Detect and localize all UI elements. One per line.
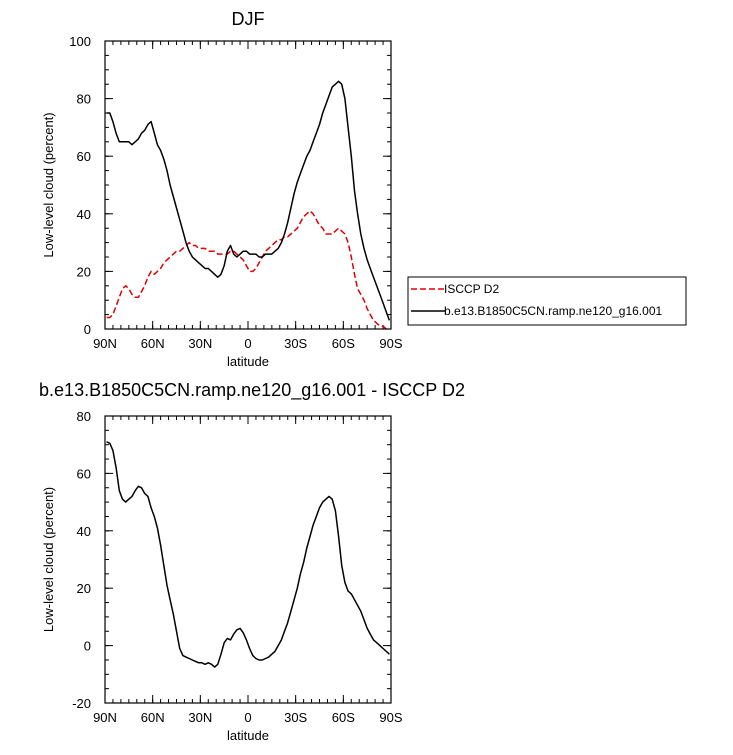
chart-title: DJF bbox=[232, 9, 265, 29]
x-tick-label: 60N bbox=[141, 336, 165, 351]
y-axis-label: Low-level cloud (percent) bbox=[41, 487, 56, 632]
x-tick-label: 90N bbox=[93, 710, 117, 725]
legend-label-2: b.e13.B1850C5CN.ramp.ne120_g16.001 bbox=[444, 304, 662, 318]
plot-frame bbox=[104, 40, 392, 330]
x-tick-label: 30S bbox=[284, 710, 307, 725]
chart-title: b.e13.B1850C5CN.ramp.ne120_g16.001 - ISC… bbox=[39, 380, 465, 401]
y-tick-label: 40 bbox=[77, 524, 91, 539]
x-tick-label: 30N bbox=[188, 710, 212, 725]
chart-panel-1: DJF 90N 60N 30N 0 30S 60S 90S 0 20 40 60 80 100 latitu… bbox=[41, 9, 687, 369]
legend: ISCCP D2 b.e13.B1850C5CN.ramp.ne120_g16.0… bbox=[407, 276, 687, 326]
legend-box bbox=[407, 276, 687, 326]
y-tick-label: 40 bbox=[77, 207, 91, 222]
y-tick-label: 60 bbox=[77, 149, 91, 164]
x-axis-label: latitude bbox=[227, 354, 269, 369]
x-tick-label: 30S bbox=[284, 336, 307, 351]
y-tick-label: 80 bbox=[77, 409, 91, 424]
chart-panel-2: b.e13.B1850C5CN.ramp.ne120_g16.001 - ISC… bbox=[39, 380, 465, 743]
x-tick-label: 30N bbox=[188, 336, 212, 351]
series-line-1 bbox=[106, 441, 390, 668]
y-tick-label: 0 bbox=[84, 639, 91, 654]
x-axis-label: latitude bbox=[227, 728, 269, 743]
plot-frame bbox=[104, 415, 392, 704]
y-tick-label: -20 bbox=[72, 696, 91, 711]
y-tick-label: 0 bbox=[84, 322, 91, 337]
x-tick-label: 90S bbox=[379, 710, 402, 725]
x-tick-label: 60S bbox=[332, 336, 355, 351]
y-tick-label: 60 bbox=[77, 466, 91, 481]
y-axis-label: Low-level cloud (percent) bbox=[41, 112, 56, 257]
x-tick-label: 0 bbox=[244, 336, 251, 351]
x-tick-label: 90S bbox=[379, 336, 402, 351]
y-tick-label: 100 bbox=[69, 34, 91, 49]
legend-label-1: ISCCP D2 bbox=[444, 282, 499, 296]
series-line-1 bbox=[106, 210, 390, 330]
x-tick-label: 0 bbox=[244, 710, 251, 725]
y-tick-label: 20 bbox=[77, 581, 91, 596]
y-tick-label: 80 bbox=[77, 92, 91, 107]
series-line-2 bbox=[106, 80, 391, 321]
x-tick-label: 60S bbox=[332, 710, 355, 725]
x-tick-label: 60N bbox=[141, 710, 165, 725]
x-tick-label: 90N bbox=[93, 336, 117, 351]
y-tick-label: 20 bbox=[77, 264, 91, 279]
